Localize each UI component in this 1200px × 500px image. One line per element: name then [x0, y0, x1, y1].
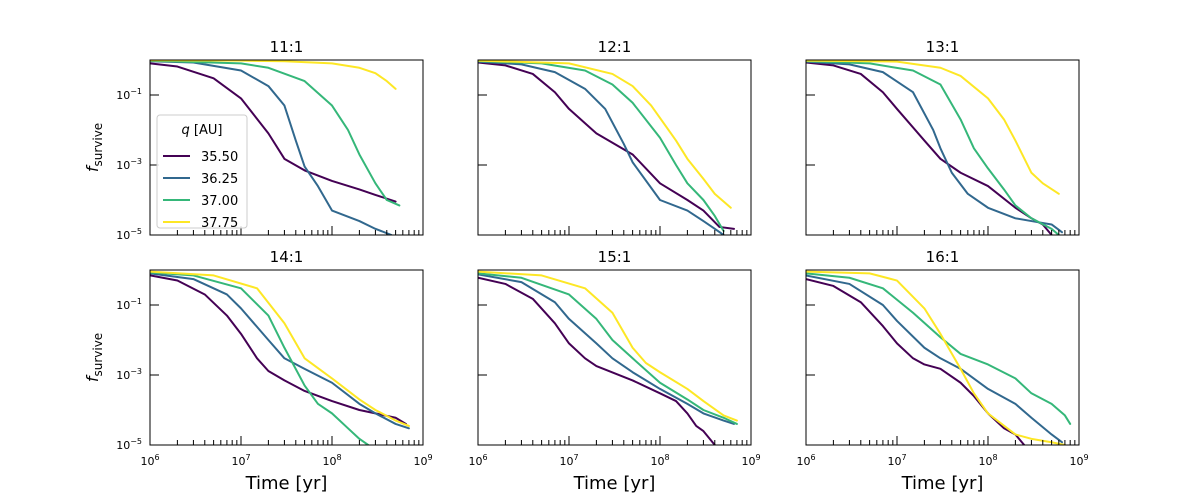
series-group	[478, 60, 735, 235]
series-line-q-37-75	[806, 60, 1060, 195]
x-tick-label: 106	[468, 453, 487, 468]
series-line-q-37-75	[806, 270, 1066, 445]
series-line-q-36-25	[478, 60, 725, 235]
x-axis-label: Time [yr]	[573, 473, 656, 494]
series-group	[150, 270, 410, 445]
series-group	[806, 270, 1072, 445]
legend-entry-label: 35.50	[201, 150, 238, 165]
x-tick-label: 106	[140, 453, 159, 468]
axes-frame	[149, 269, 424, 446]
series-line-q-37-00	[478, 272, 738, 425]
axes-frame	[805, 269, 1080, 446]
y-axis-label: fsurvive	[83, 333, 105, 382]
subplot-12-to-1: 12:1	[477, 38, 752, 236]
panel-title: 11:1	[270, 38, 304, 56]
panel-title: 12:1	[598, 38, 632, 56]
panel-title: 15:1	[598, 248, 632, 266]
series-line-q-37-75	[478, 270, 738, 422]
x-tick-label: 109	[413, 453, 432, 468]
legend-entry-label: 36.25	[201, 172, 238, 187]
legend: q [AU] 35.50 36.25 37.00 37.75	[156, 114, 248, 231]
series-line-q-37-00	[150, 271, 370, 445]
series-line-q-36-25	[478, 273, 735, 425]
x-axis-label: Time [yr]	[245, 473, 328, 494]
panel-title: 16:1	[926, 248, 960, 266]
y-tick-label: 10−5	[116, 227, 142, 242]
series-line-q-35-50	[806, 278, 1026, 445]
series-line-q-36-25	[806, 60, 1063, 234]
axes-frame	[805, 59, 1080, 236]
x-tick-label: 107	[887, 453, 906, 468]
legend-entry-label: 37.00	[201, 194, 238, 209]
subplot-11-to-1: 11:1 10−1 10−3 10−5 fsurvive q [AU] 35.50 36.25…	[83, 38, 424, 242]
x-tick-label: 108	[322, 453, 341, 468]
series-line-q-37-00	[806, 60, 1060, 235]
panel-title: 13:1	[926, 38, 960, 56]
series-line-q-37-00	[150, 60, 401, 207]
series-group	[150, 60, 401, 235]
x-tick-label: 109	[741, 453, 760, 468]
subplot-13-to-1: 13:1	[805, 38, 1080, 236]
series-line-q-36-25	[150, 272, 410, 430]
series-line-q-36-25	[806, 274, 1063, 444]
series-line-q-37-00	[478, 60, 725, 233]
axes-frame	[149, 59, 424, 236]
series-line-q-35-50	[478, 276, 716, 445]
series-group	[478, 270, 738, 445]
subplot-14-to-1: 14:1 10−1 10−3 10−5 fsurvive 106 107 108 109 Time…	[83, 248, 433, 494]
y-tick-label: 10−3	[116, 367, 142, 382]
series-line-q-36-25	[150, 60, 393, 235]
series-group	[806, 60, 1063, 235]
subplot-15-to-1: 15:1 106 107 108 109 Time [yr]	[468, 248, 760, 494]
series-line-q-35-50	[478, 61, 735, 230]
axes-frame	[477, 269, 752, 446]
subplot-16-to-1: 16:1 106 107 108 109 Time [yr]	[796, 248, 1088, 494]
panels-container: 11:1 10−1 10−3 10−5 fsurvive q [AU] 35.50 36.25…	[83, 38, 1089, 494]
legend-entry-label: 37.75	[201, 216, 238, 231]
x-tick-label: 108	[978, 453, 997, 468]
x-tick-label: 109	[1069, 453, 1088, 468]
series-line-q-37-75	[150, 270, 410, 427]
x-tick-label: 107	[231, 453, 250, 468]
axes-frame	[477, 59, 752, 236]
x-tick-label: 106	[796, 453, 815, 468]
series-line-q-37-75	[150, 60, 397, 90]
series-line-q-37-75	[478, 60, 732, 209]
y-axis-label: fsurvive	[83, 123, 105, 172]
y-tick-label: 10−1	[116, 297, 142, 312]
y-tick-label: 10−5	[116, 437, 142, 452]
y-tick-label: 10−3	[116, 157, 142, 172]
x-axis-label: Time [yr]	[901, 473, 984, 494]
y-tick-label: 10−1	[116, 87, 142, 102]
x-tick-label: 108	[650, 453, 669, 468]
series-line-q-37-00	[806, 272, 1072, 425]
legend-title: q [AU]	[182, 123, 223, 138]
panel-title: 14:1	[270, 248, 304, 266]
x-tick-label: 107	[559, 453, 578, 468]
series-line-q-35-50	[150, 62, 397, 203]
